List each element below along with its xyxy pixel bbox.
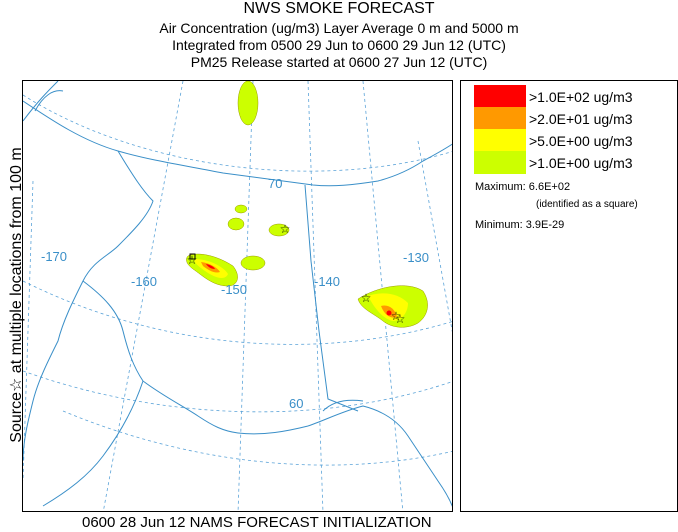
release-line: PM25 Release started at 0600 27 Jun 12 (… bbox=[190, 54, 488, 70]
plume-small-2 bbox=[227, 217, 245, 231]
legend-label-2: >2.0E+01 ug/m3 bbox=[529, 111, 633, 127]
lon-label-130: -130 bbox=[403, 250, 429, 265]
lon-label-150: -150 bbox=[221, 282, 247, 297]
lat-label-70: 70 bbox=[268, 176, 282, 191]
legend-swatch-orange bbox=[474, 107, 526, 130]
coastline bbox=[23, 81, 452, 507]
lon-label-160: -160 bbox=[131, 274, 157, 289]
plume-west-core bbox=[206, 264, 215, 269]
forecast-title: NWS SMOKE FORECAST bbox=[243, 0, 435, 17]
plume-small-1 bbox=[234, 204, 248, 214]
legend-swatch-yellow bbox=[474, 129, 526, 152]
alaska-map: ☆ ☆ ☆ ☆ ☆ -170 -160 -150 -140 -130 70 60 bbox=[23, 81, 452, 511]
maximum-square-marker bbox=[189, 253, 196, 260]
plume-north bbox=[237, 81, 259, 126]
source-star-icon: ☆ bbox=[395, 312, 406, 326]
legend-label-1: >1.0E+02 ug/m3 bbox=[529, 89, 633, 105]
initialization-label: 0600 28 Jun 12 NAMS FORECAST INITIALIZAT… bbox=[82, 514, 432, 531]
border-line bbox=[304, 184, 359, 412]
plume-small-3 bbox=[268, 223, 290, 237]
legend-panel: >1.0E+02 ug/m3 >2.0E+01 ug/m3 >5.0E+00 u… bbox=[460, 80, 678, 512]
source-markers: ☆ ☆ ☆ ☆ ☆ bbox=[187, 222, 406, 326]
lon-label-170: -170 bbox=[41, 249, 67, 264]
integration-line: Integrated from 0500 29 Jun to 0600 29 J… bbox=[172, 37, 506, 53]
source-star-icon: ☆ bbox=[391, 309, 402, 323]
minimum-value: Minimum: 3.9E-29 bbox=[475, 219, 565, 231]
lon-label-140: -140 bbox=[314, 274, 340, 289]
legend-label-3: >5.0E+00 ug/m3 bbox=[529, 133, 633, 149]
maximum-value: Maximum: 6.6E+02 bbox=[475, 181, 571, 193]
smoke-plumes bbox=[186, 81, 428, 328]
maximum-note: (identified as a square) bbox=[536, 199, 638, 210]
legend-swatch-red bbox=[474, 85, 526, 108]
map-panel: ☆ ☆ ☆ ☆ ☆ -170 -160 -150 -140 -130 70 60 bbox=[22, 80, 453, 512]
source-star-icon: ☆ bbox=[280, 222, 291, 236]
concentration-line: Air Concentration (ug/m3) Layer Average … bbox=[159, 20, 519, 36]
legend-swatch-green bbox=[474, 151, 526, 174]
lat-label-60: 60 bbox=[289, 396, 303, 411]
plume-east-core bbox=[386, 310, 392, 316]
legend-label-4: >1.0E+00 ug/m3 bbox=[529, 155, 633, 171]
source-star-icon: ☆ bbox=[187, 253, 198, 267]
source-star-icon: ☆ bbox=[361, 291, 372, 305]
plume-small-4 bbox=[240, 255, 266, 271]
latitude-graticule bbox=[23, 94, 452, 466]
